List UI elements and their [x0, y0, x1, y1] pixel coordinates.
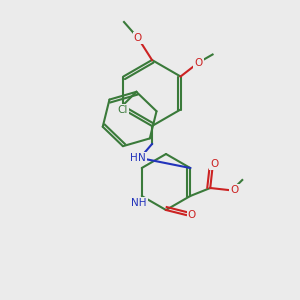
Text: N: N — [138, 153, 146, 163]
Text: O: O — [194, 58, 203, 68]
Text: O: O — [210, 159, 218, 169]
Text: O: O — [134, 33, 142, 43]
Text: NH: NH — [131, 198, 146, 208]
Text: Cl: Cl — [117, 105, 128, 115]
Text: O: O — [230, 185, 238, 195]
Text: O: O — [188, 210, 196, 220]
Text: H: H — [130, 153, 138, 163]
